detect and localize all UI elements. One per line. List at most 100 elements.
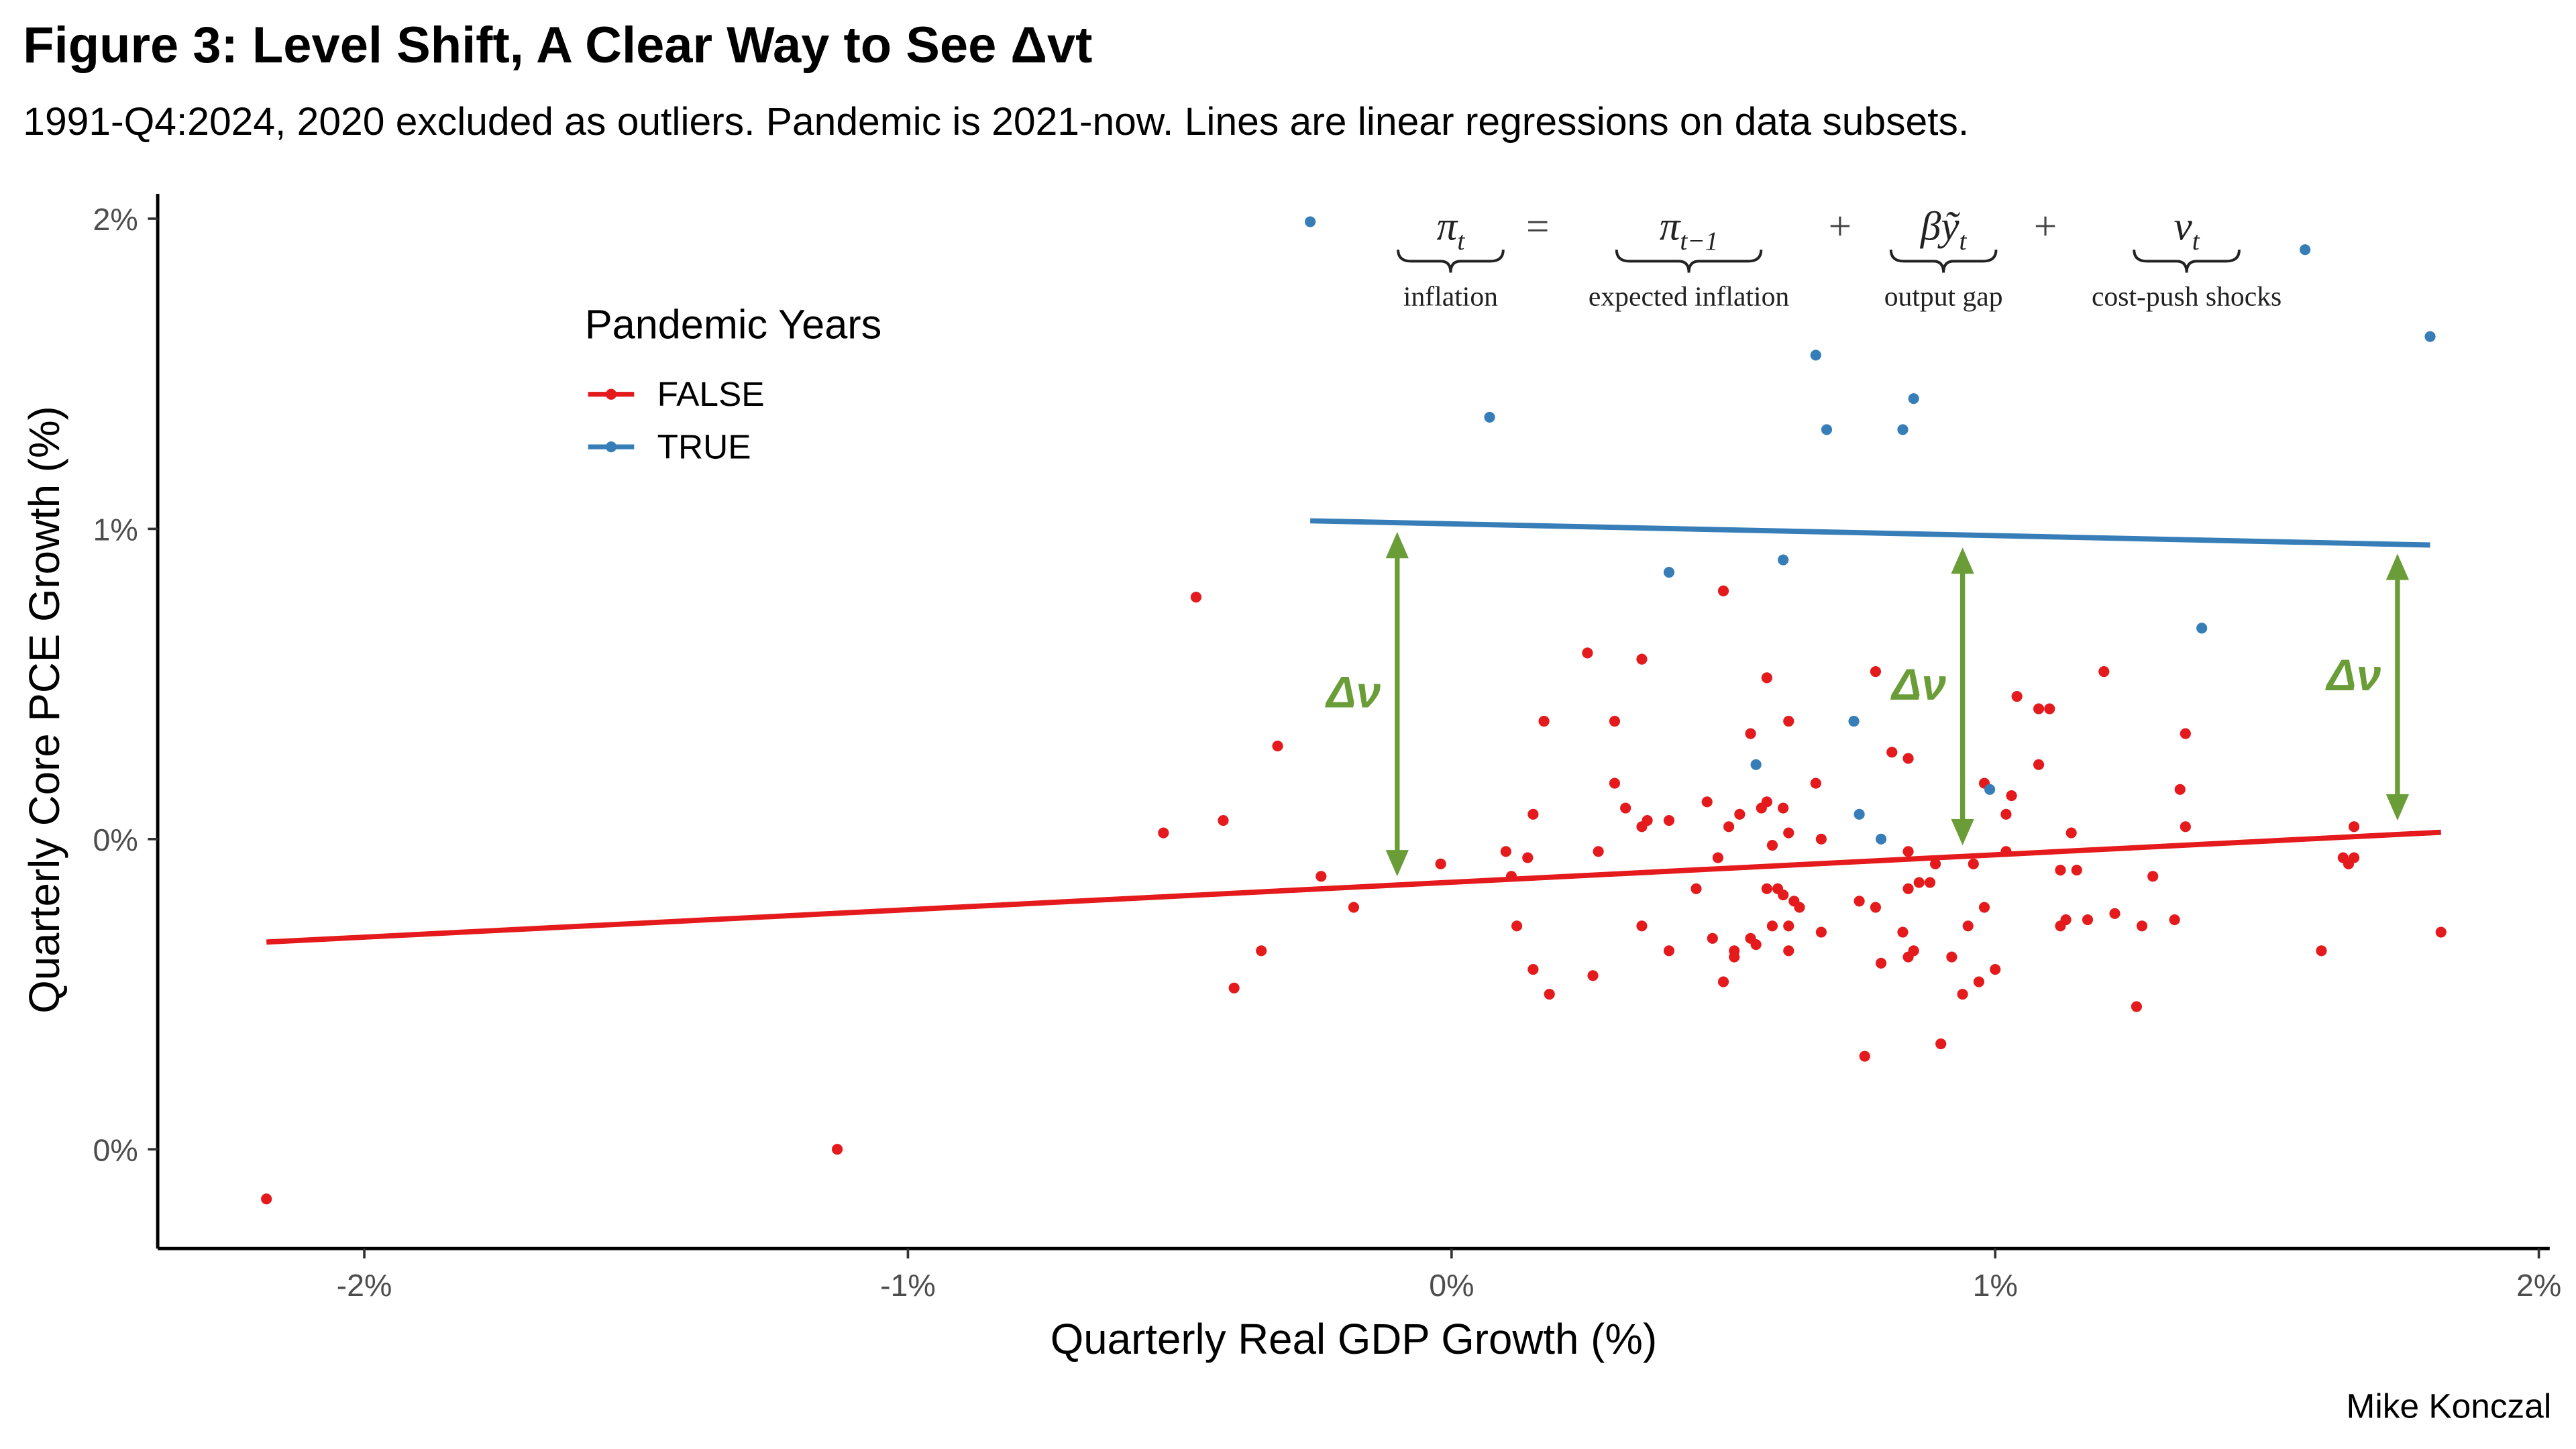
equation-term-base: v [2174,204,2193,250]
legend: FALSE TRUE [588,374,765,466]
data-point [2055,864,2066,876]
data-point [1902,846,1914,857]
data-point [1902,951,1914,963]
data-point [1875,957,1887,969]
data-point [1707,932,1718,944]
data-point [2011,691,2023,702]
data-point [1913,877,1925,888]
arrow-head [1385,532,1409,559]
data-point [1902,883,1914,894]
data-point [1929,858,1941,869]
y-tick-label: 0% [93,1132,138,1167]
data-point [1636,653,1648,665]
data-point [832,1144,843,1155]
x-axis-label: Quarterly Real GDP Growth (%) [1051,1316,1657,1363]
arrow-head [2385,794,2410,821]
data-point [261,1193,272,1205]
y-tick-label: 2% [93,202,138,237]
data-point [1984,784,1996,795]
data-point [2180,728,2191,739]
data-point [1636,920,1648,932]
data-point [2348,821,2360,833]
data-point [1908,393,1919,405]
data-point [1527,963,1539,975]
data-point [2435,926,2447,938]
data-point [1701,796,1713,808]
data-point [1990,963,2001,975]
data-point [2300,244,2311,256]
data-point [1158,827,1169,839]
data-point [1511,920,1523,932]
data-point [2174,784,2186,795]
data-point [1527,808,1539,820]
data-point [1538,716,1550,727]
equation-term-base: π [1660,204,1682,250]
data-point [1897,926,1909,938]
annotation-label: Δν [2324,651,2381,700]
brace [1397,250,1505,273]
data-point [2071,864,2082,876]
data-point [1228,982,1240,994]
arrow-head [2385,553,2410,580]
data-point [1316,871,1327,882]
data-point [1962,920,1974,932]
data-point [1756,802,1767,814]
data-point [1875,833,1887,845]
data-point [1810,350,1821,361]
data-point [1663,814,1675,826]
chart-title: Figure 3: Level Shift, A Clear Way to Se… [23,17,1092,74]
arrow-head [1951,818,1974,846]
data-point [1870,902,1882,913]
arrow-head [1951,547,1974,574]
x-tick-label: 1% [1973,1268,2018,1303]
data-point [2033,759,2045,770]
legend-swatch-dot [605,441,617,453]
legend-label: TRUE [657,427,751,466]
data-point [1778,802,1789,814]
data-point [1957,988,1968,1000]
data-point [2196,623,2208,634]
data-point [1766,839,1778,851]
equation-caption: inflation [1403,282,1498,313]
data-point [1484,411,1495,423]
data-point [1522,852,1534,863]
data-point [1642,814,1653,826]
data-point [2065,827,2077,839]
data-point [2136,920,2148,932]
data-point [2055,920,2066,932]
data-point [1717,976,1729,987]
y-tick-label: 0% [93,822,138,857]
brace [1889,250,1998,273]
equation-term-sub: t [1960,227,1968,256]
data-point [2180,821,2191,833]
data-point [1745,728,1756,739]
data-point [1794,902,1805,913]
data-point [1609,777,1621,789]
data-point [1761,672,1772,684]
equation-term-base: βỹ [1920,204,1960,250]
legend-swatch-dot [605,388,617,400]
data-point [1902,753,1914,764]
data-point [1272,741,1283,752]
y-tick-label: 1% [93,513,138,547]
data-point [2147,871,2159,882]
data-point [1582,647,1593,659]
data-point [2316,945,2327,957]
caption: Mike Konczal [2347,1386,2552,1425]
data-point [1761,883,1772,894]
regression-line [266,829,2441,945]
data-point [1766,920,1778,932]
data-point [2006,790,2017,802]
x-tick-label: -1% [880,1268,936,1303]
equation-caption: output gap [1884,282,2003,313]
equation-caption: cost-push shocks [2092,282,2282,313]
equation-operator: + [1829,204,1852,250]
data-point [1218,814,1229,826]
equation-term-sub: t [2192,227,2200,256]
data-point [1305,216,1316,227]
data-point [2033,703,2045,714]
data-point [2424,331,2436,342]
legend-title: Pandemic Years [585,301,881,347]
